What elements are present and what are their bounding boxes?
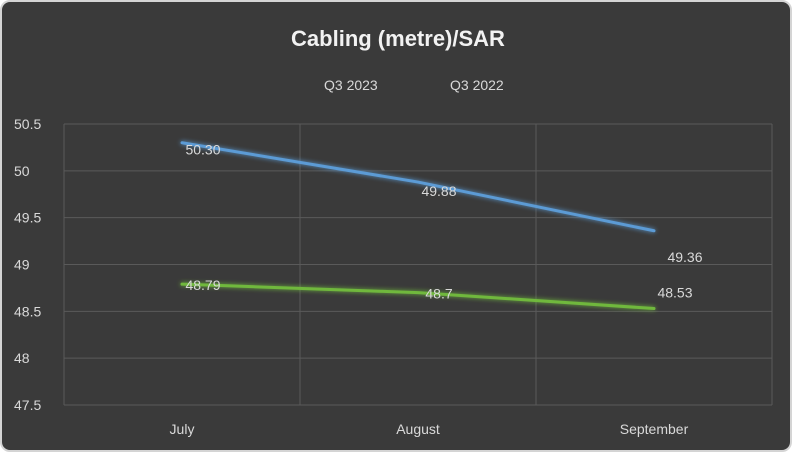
y-tick-label: 47.5 [14,397,41,413]
data-label: 48.7 [425,286,452,302]
y-tick-label: 49.5 [14,210,41,226]
legend: Q3 2023 Q3 2022 [290,77,504,93]
data-label: 48.53 [657,285,692,301]
y-tick-label: 48.5 [14,303,41,319]
x-tick-label: September [620,421,689,437]
series-line [180,141,656,233]
data-label: 48.79 [185,277,220,293]
data-label: 49.88 [421,183,456,199]
legend-label: Q3 2022 [450,77,504,93]
legend-label: Q3 2023 [324,77,378,93]
gridlines [63,123,773,406]
y-axis: 47.5 48 48.5 49 49.5 50 50.5 [14,116,41,413]
x-tick-label: August [396,421,440,437]
data-label: 49.36 [667,249,702,265]
x-axis: July August September [170,421,689,437]
data-labels: 48.79 48.7 48.53 50.30 49.88 49.36 [185,142,702,302]
y-tick-label: 50 [14,163,30,179]
chart-title: Cabling (metre)/SAR [291,26,505,51]
y-tick-label: 49 [14,257,30,273]
data-label: 50.30 [185,142,220,158]
series-line [180,282,656,311]
y-tick-label: 48 [14,350,30,366]
x-tick-label: July [170,421,195,437]
y-tick-label: 50.5 [14,116,41,132]
series-group [180,141,656,311]
